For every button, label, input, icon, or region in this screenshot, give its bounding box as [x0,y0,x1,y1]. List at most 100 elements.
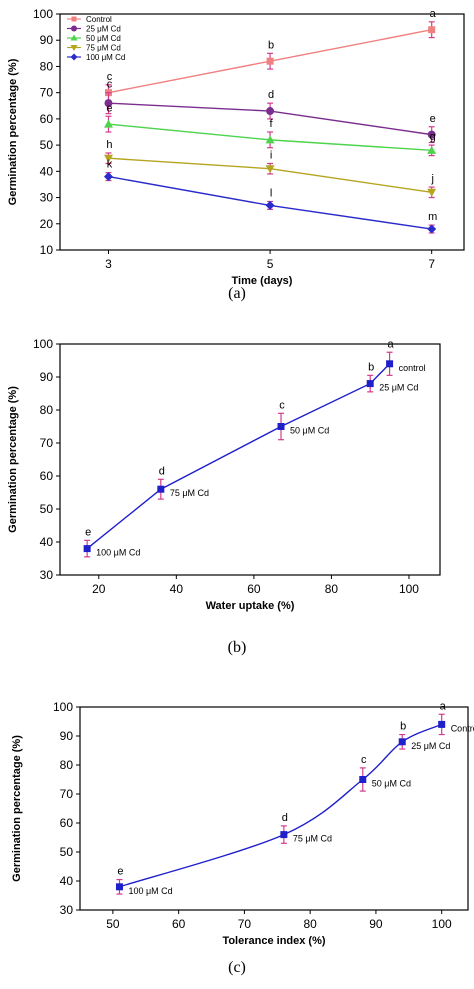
significance-letter: j [430,173,433,185]
point-label: 50 μM Cd [372,779,411,789]
legend-entry: Control [86,15,112,24]
y-tick-label: 50 [40,502,54,516]
y-tick-label: 50 [40,138,54,152]
y-tick-label: 90 [40,33,54,47]
significance-letter: d [268,89,274,101]
y-tick-label: 70 [40,436,54,450]
data-point [265,200,275,210]
y-tick-label: 70 [40,86,54,100]
data-point [103,154,113,163]
x-tick-label: 50 [106,917,120,931]
x-tick-label: 40 [170,582,184,596]
significance-letter: a [388,338,395,350]
significance-letter: f [270,118,274,130]
data-point [265,165,275,174]
y-tick-label: 20 [40,217,54,231]
point-label: 75 μM Cd [293,834,332,844]
significance-letter: b [268,39,274,51]
significance-letter: b [368,361,374,373]
point-label: 25 μM Cd [379,383,418,393]
y-tick-label: 100 [53,700,73,714]
data-point [366,380,374,388]
data-point [103,172,113,182]
x-tick-label: 20 [92,582,106,596]
y-tick-label: 40 [40,164,54,178]
significance-letter: d [159,465,165,477]
y-tick-label: 100 [33,337,53,351]
data-point [427,130,436,139]
significance-letter: e [430,113,436,125]
y-axis-title: Germination percentage (%) [11,735,23,882]
data-point [277,423,285,430]
significance-letter: c [107,79,113,91]
plot-frame-b [59,343,441,576]
x-tick-label: 100 [399,582,419,596]
significance-letter: a [440,700,447,712]
plot-frame-a [59,13,465,251]
data-point [104,99,113,108]
data-point [157,485,165,493]
significance-letter: e [106,102,112,114]
y-tick-label: 60 [60,816,74,830]
x-tick-label: 60 [247,582,261,596]
series-line [119,723,442,888]
y-tick-label: 10 [40,243,54,257]
legend-marker [70,34,78,41]
y-tick-label: 30 [40,568,54,582]
legend-entry: 100 μM Cd [86,53,125,62]
plot-frame-c [79,706,469,911]
point-label: 25 μM Cd [411,741,450,751]
x-tick-label: 90 [369,917,383,931]
y-tick-label: 80 [40,403,54,417]
y-axis-title: Germination percentage (%) [7,58,19,205]
data-point [103,119,113,128]
legend-marker [71,25,77,32]
y-tick-label: 100 [33,7,53,21]
x-tick-label: 80 [303,917,317,931]
data-point [427,224,437,234]
y-tick-label: 80 [60,758,74,772]
data-point [386,360,394,368]
significance-letter: c [279,399,285,411]
legend-marker [70,45,78,51]
point-label: 100 μM Cd [128,886,172,896]
data-point [83,545,91,553]
point-label: Control [451,723,474,733]
y-tick-label: 40 [60,874,74,888]
significance-letter: h [106,139,112,151]
legend-marker [70,53,78,61]
data-point [359,776,367,783]
significance-letter: b [400,721,406,733]
significance-letter: e [117,866,123,878]
significance-letter: c [361,754,367,766]
significance-letter: l [270,187,272,199]
x-tick-label: 3 [105,257,112,271]
point-label: 100 μM Cd [96,548,140,558]
significance-letter: d [282,812,288,824]
significance-letter: g [430,131,436,143]
x-tick-label: 5 [267,257,274,271]
significance-letter: m [428,211,437,223]
x-tick-label: 80 [325,582,339,596]
significance-letter: k [107,159,113,171]
legend-marker [71,16,77,22]
x-tick-label: 60 [172,917,186,931]
data-point [427,188,437,197]
y-tick-label: 80 [40,59,54,73]
legend-entry: 25 μM Cd [86,25,121,34]
data-point [266,57,274,65]
y-axis-title: Germination percentage (%) [7,386,19,533]
x-axis-title: Time (days) [232,275,293,287]
data-point [265,135,275,144]
y-tick-label: 90 [60,729,74,743]
x-tick-label: 70 [238,917,252,931]
data-point [398,738,406,746]
legend-entry: 75 μM Cd [86,44,121,53]
y-tick-label: 40 [40,535,54,549]
point-label: control [399,363,426,373]
panel-label-b: (b) [228,639,247,656]
legend-entry: 50 μM Cd [86,34,121,43]
significance-letter: c [107,71,113,83]
